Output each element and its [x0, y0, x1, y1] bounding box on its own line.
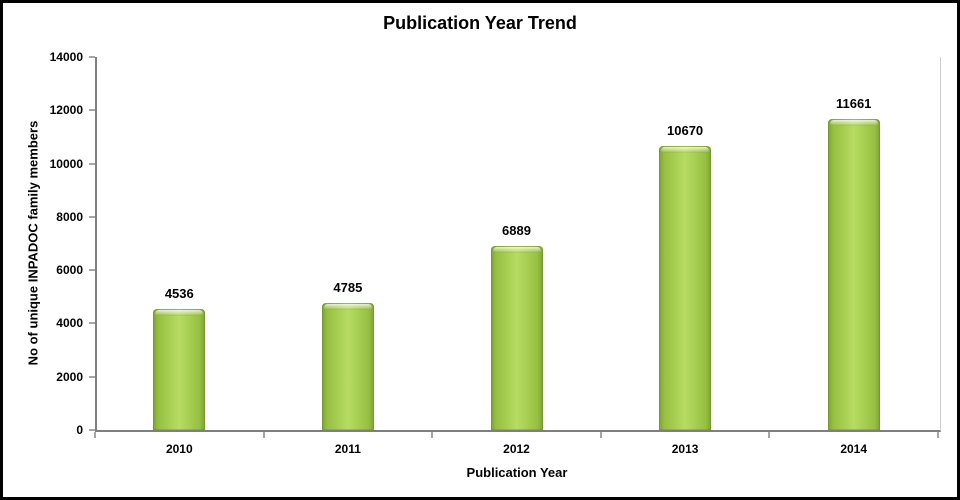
x-tick-mark: [937, 432, 939, 438]
x-tick-mark: [94, 432, 96, 438]
y-tick-label: 8000: [56, 209, 83, 224]
y-tick-mark: [89, 269, 95, 272]
y-tick-label: 6000: [56, 263, 83, 278]
bar-value-label: 4536: [164, 286, 194, 302]
x-tick-label: 2012: [503, 442, 530, 456]
y-tick-mark: [89, 375, 95, 378]
x-tick-label: 2010: [165, 442, 193, 456]
y-tick-mark: [89, 162, 95, 165]
bar-value-label: 4785: [333, 279, 363, 295]
x-tick-mark: [599, 432, 602, 438]
bar-value-label: 6889: [502, 223, 531, 239]
x-tick-label: 2013: [671, 442, 699, 456]
y-tick-label: 10000: [49, 156, 83, 171]
bar-2011: [321, 302, 374, 430]
y-tick-mark: [89, 429, 95, 431]
chart-title: Publication Year Trend: [383, 13, 577, 33]
bar-2012: [490, 246, 543, 430]
y-tick-mark: [89, 215, 95, 218]
bar-value-label: 11661: [835, 96, 872, 112]
y-tick-label: 2000: [56, 369, 83, 384]
chart-canvas: Publication Year Trend No of unique INPA…: [3, 3, 957, 497]
x-tick-mark: [768, 432, 771, 438]
y-tick-label: 12000: [49, 103, 83, 118]
y-tick-label: 14000: [49, 50, 83, 64]
x-tick-mark: [431, 432, 434, 438]
bar-2013: [659, 145, 712, 430]
y-tick-label: 4000: [56, 316, 83, 331]
x-tick-mark: [262, 432, 265, 438]
bar-value-label: 10670: [667, 122, 704, 138]
y-tick-mark: [89, 322, 95, 325]
x-axis-title: Publication Year: [466, 465, 568, 480]
bar-2010: [153, 309, 206, 430]
x-tick-label: 2011: [334, 442, 361, 456]
bar-2014: [827, 119, 880, 430]
y-tick-mark: [89, 56, 95, 58]
y-tick-mark: [89, 109, 95, 112]
x-tick-label: 2014: [840, 442, 868, 456]
y-tick-label: 0: [76, 423, 83, 437]
